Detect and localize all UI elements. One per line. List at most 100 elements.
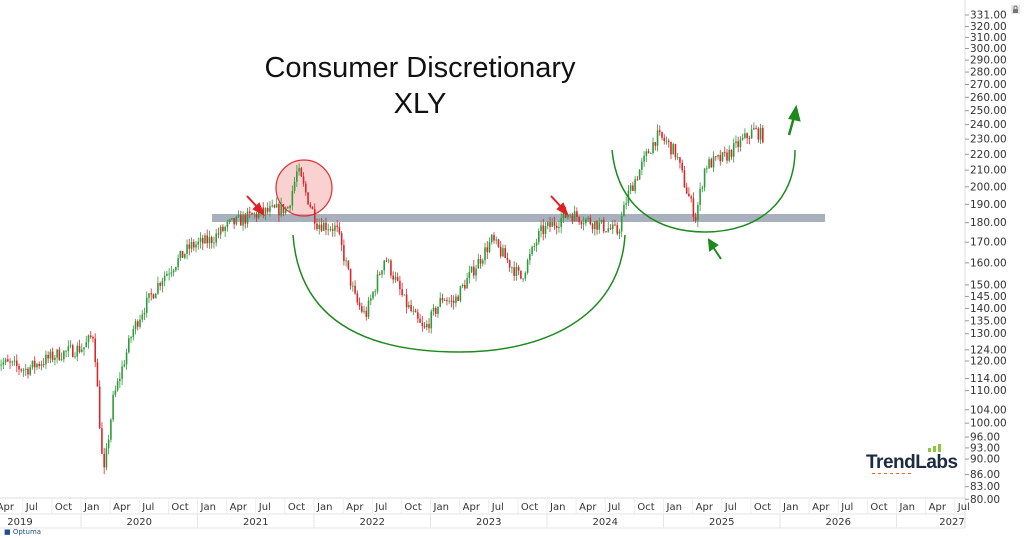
x-year-label: 2022	[360, 517, 385, 528]
candle-body-up	[376, 274, 379, 292]
candle-body-up	[437, 306, 439, 314]
candle-body-up	[2, 362, 5, 365]
candle-body-up	[560, 218, 563, 227]
candle-body-down	[674, 144, 677, 158]
x-month-label: Jul	[258, 502, 271, 513]
candle-body-down	[201, 238, 204, 244]
candle-body-up	[383, 260, 386, 271]
candle-body-down	[181, 251, 184, 258]
candle-body-up	[63, 351, 65, 360]
candle-body-up	[132, 329, 135, 338]
candle-body-down	[473, 266, 475, 276]
candle-body-up	[215, 233, 217, 243]
candle-body-up	[74, 356, 76, 358]
candle-body-up	[170, 272, 173, 274]
candle-body-down	[325, 222, 327, 230]
x-month-label: Apr	[113, 502, 131, 513]
candle-body-up	[257, 211, 260, 218]
candle-body-up	[237, 215, 240, 217]
y-tick-label: 180.00	[970, 217, 1007, 229]
candle-body-up	[4, 359, 7, 363]
candle-body-up	[85, 342, 88, 348]
candle-body-up	[611, 224, 614, 230]
candle-body-down	[571, 215, 574, 222]
candle-body-up	[387, 260, 390, 262]
candle-body-down	[304, 183, 307, 193]
candle-body-up	[537, 231, 540, 243]
candle-body-down	[266, 207, 269, 212]
y-tick-label: 280.00	[970, 67, 1007, 79]
candle-body-down	[553, 221, 556, 226]
candle-body-up	[224, 227, 226, 231]
candle-body-up	[179, 251, 182, 259]
x-year-label: 2027	[939, 517, 964, 528]
candle-body-down	[152, 294, 155, 299]
candle-body-down	[331, 229, 334, 231]
y-tick-label: 300.00	[970, 43, 1007, 55]
candle-body-up	[524, 272, 527, 279]
candle-body-up	[432, 307, 435, 312]
y-tick-label: 130.00	[970, 328, 1007, 340]
candle-body-down	[417, 312, 419, 319]
candle-body-up	[701, 187, 704, 189]
x-month-label: Oct	[171, 502, 188, 513]
x-month-label: Jul	[607, 502, 620, 513]
candle-body-down	[647, 151, 650, 154]
candle-body-down	[464, 284, 466, 289]
candle-body-up	[477, 259, 480, 269]
candle-body-up	[280, 204, 282, 216]
candle-body-up	[67, 346, 70, 351]
candle-body-up	[275, 203, 278, 208]
candle-body-down	[414, 310, 417, 313]
candle-body-up	[145, 297, 148, 313]
candle-body-down	[591, 224, 594, 230]
candle-body-up	[620, 216, 623, 232]
candle-body-up	[329, 229, 332, 230]
candle-body-up	[83, 347, 85, 350]
x-month-label: Apr	[929, 502, 947, 513]
green-arrow-icon	[707, 238, 722, 260]
candle-body-down	[262, 207, 265, 214]
candle-body-up	[623, 204, 625, 217]
candle-body-down	[497, 239, 500, 247]
y-tick-label: 140.00	[970, 303, 1007, 315]
candle-body-down	[730, 149, 733, 157]
candle-body-up	[143, 312, 146, 315]
x-month-label: Apr	[579, 502, 597, 513]
y-tick-label: 220.00	[970, 149, 1007, 161]
candle-body-up	[529, 254, 531, 261]
candle-body-up	[587, 217, 589, 219]
candle-body-down	[33, 360, 36, 368]
candle-body-up	[69, 345, 72, 347]
candle-body-down	[690, 196, 692, 199]
candle-body-up	[87, 335, 90, 343]
x-month-label: Jul	[840, 502, 853, 513]
candle-body-down	[103, 453, 105, 468]
lock-icon[interactable]	[1011, 5, 1020, 14]
candle-body-up	[459, 286, 462, 301]
candle-body-up	[107, 439, 110, 449]
y-tick-label: 124.00	[970, 344, 1007, 356]
candle-body-down	[683, 170, 686, 188]
x-month-label: Jan	[666, 502, 682, 513]
candle-body-down	[457, 296, 459, 301]
candle-body-up	[712, 156, 715, 168]
candle-body-up	[29, 367, 32, 375]
x-month-label: Jul	[724, 502, 737, 513]
candle-body-up	[708, 159, 710, 169]
candle-body-down	[338, 226, 341, 234]
candle-body-up	[168, 273, 170, 275]
green-up-arrow-icon	[787, 104, 801, 136]
candle-body-up	[228, 219, 231, 223]
candle-body-up	[157, 283, 159, 294]
candle-body-up	[728, 149, 731, 161]
candle-body-up	[219, 226, 222, 235]
candle-body-down	[513, 267, 515, 276]
candle-body-up	[582, 223, 585, 225]
candle-body-down	[255, 213, 258, 218]
candle-body-up	[369, 298, 372, 301]
candle-body-up	[594, 221, 596, 230]
candle-body-down	[136, 321, 139, 327]
candle-body-up	[531, 246, 533, 255]
